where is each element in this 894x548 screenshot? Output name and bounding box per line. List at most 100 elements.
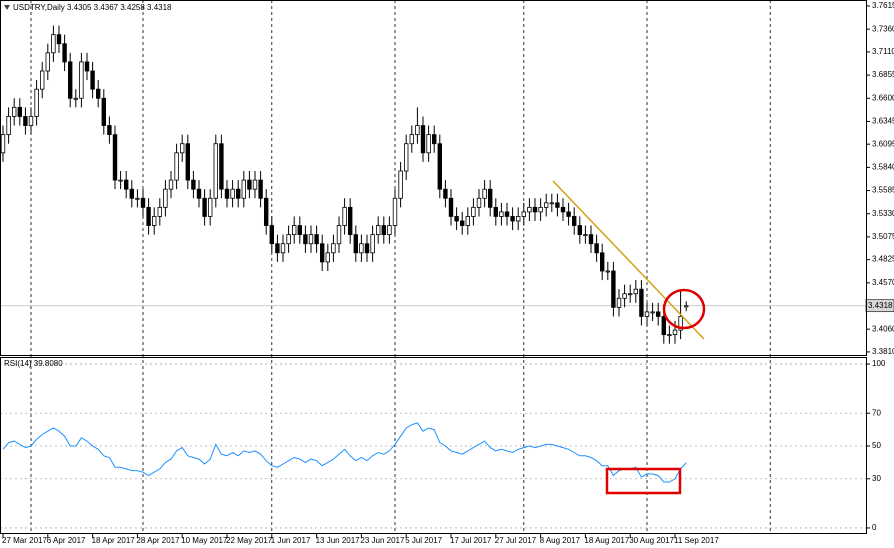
candle-body (258, 179, 263, 199)
x-tick-label: 8 Aug 2017 (540, 536, 581, 545)
candle-body (448, 197, 454, 217)
y-tick-label: 3.6600 (872, 93, 894, 102)
candle-body (387, 225, 392, 236)
candle-body (90, 70, 95, 90)
candle-body (650, 311, 655, 314)
candle-body (431, 134, 437, 145)
candle-body (527, 206, 532, 213)
candle-body (420, 125, 426, 154)
candle-body (437, 143, 442, 190)
y-tick-label: 3.5330 (872, 209, 894, 218)
candle-body (672, 329, 678, 336)
candle-body (370, 234, 375, 254)
candle-body (68, 61, 73, 99)
candle-body (62, 43, 67, 63)
candle-body (185, 143, 190, 181)
candle-body (510, 216, 515, 222)
candle-body (392, 197, 398, 226)
candle-body (235, 188, 241, 199)
candle-body (426, 134, 431, 154)
chart-title: USDTRY,Daily 3.4305 3.4367 3.4258 3.4318 (13, 3, 172, 12)
y-tick-label: 3.4825 (872, 255, 894, 264)
x-tick-label: 23 Jun 2017 (360, 536, 405, 545)
candle-body (476, 197, 482, 208)
candle-body (364, 243, 370, 254)
candle-body (96, 88, 101, 99)
candle-body (213, 143, 218, 199)
y-tick-label: 3.5075 (872, 232, 894, 241)
candle-body (336, 225, 342, 245)
candle-body (521, 211, 526, 217)
candle-body (594, 243, 599, 254)
candle-body (572, 216, 577, 226)
rsi-frame (0, 357, 867, 534)
candle-body (101, 97, 106, 126)
highlight-box (605, 467, 682, 495)
candle-body (202, 197, 207, 217)
y-tick-label: 50 (872, 441, 881, 450)
trend-line (552, 180, 705, 340)
candle-body (471, 206, 476, 217)
candle-body (73, 97, 78, 100)
candle-body (219, 143, 224, 190)
candle-body (45, 52, 50, 72)
candle-body (516, 216, 521, 222)
candle-body (297, 225, 302, 236)
candle-body (347, 206, 353, 236)
candle-body (269, 225, 274, 245)
candle-body (628, 293, 633, 296)
candle-body (639, 288, 644, 317)
candle-body (555, 202, 560, 208)
y-tick-label: 3.5585 (872, 186, 894, 195)
candle-body (79, 61, 84, 99)
candle-body (151, 216, 157, 226)
candle-body (605, 270, 610, 273)
candle-body (241, 179, 246, 199)
candle-body (118, 179, 123, 182)
candle-body (331, 243, 336, 254)
candle-body (84, 61, 90, 72)
candle-body (403, 143, 409, 172)
candle-body (286, 234, 291, 245)
candle-body (168, 179, 174, 190)
candle-body (459, 220, 465, 226)
candle-body (230, 188, 235, 199)
x-tick-label: 11 Sep 2017 (674, 536, 719, 545)
x-tick-label: 22 May 2017 (226, 536, 273, 545)
candle-body (482, 188, 487, 199)
candle-body (611, 270, 616, 308)
candle-body (314, 234, 319, 245)
candle-body (11, 106, 17, 117)
candle-body (661, 316, 666, 336)
candle-body (51, 34, 56, 54)
candle-body (532, 206, 538, 213)
x-tick-label: 28 Apr 2017 (136, 536, 180, 545)
candle-body (549, 202, 554, 205)
highlight-circle (662, 288, 706, 330)
candle-body (342, 206, 347, 226)
candle-body (191, 179, 196, 190)
x-tick-label: 27 Mar 2017 (2, 536, 47, 545)
x-tick-label: 6 Apr 2017 (47, 536, 86, 545)
y-tick-label: 3.5840 (872, 162, 894, 171)
y-tick-label: 3.7360 (872, 24, 894, 33)
candle-body (196, 188, 202, 199)
x-tick-label: 17 Jul 2017 (450, 536, 492, 545)
candle-body (146, 206, 151, 226)
candle-body (359, 243, 364, 254)
candle-body (23, 116, 28, 126)
y-tick-label: 3.4570 (872, 278, 894, 287)
candle-body (40, 70, 45, 90)
candle-body (487, 188, 493, 208)
candle-body (656, 311, 661, 317)
candle-body (129, 188, 134, 199)
last-price-label: 3.4318 (868, 301, 893, 310)
x-tick-label: 18 Aug 2017 (584, 536, 629, 545)
candle-body (303, 234, 308, 245)
candle-body (560, 206, 566, 213)
candle-body (275, 243, 280, 254)
candle-body (325, 252, 330, 263)
candle-body (544, 202, 549, 208)
